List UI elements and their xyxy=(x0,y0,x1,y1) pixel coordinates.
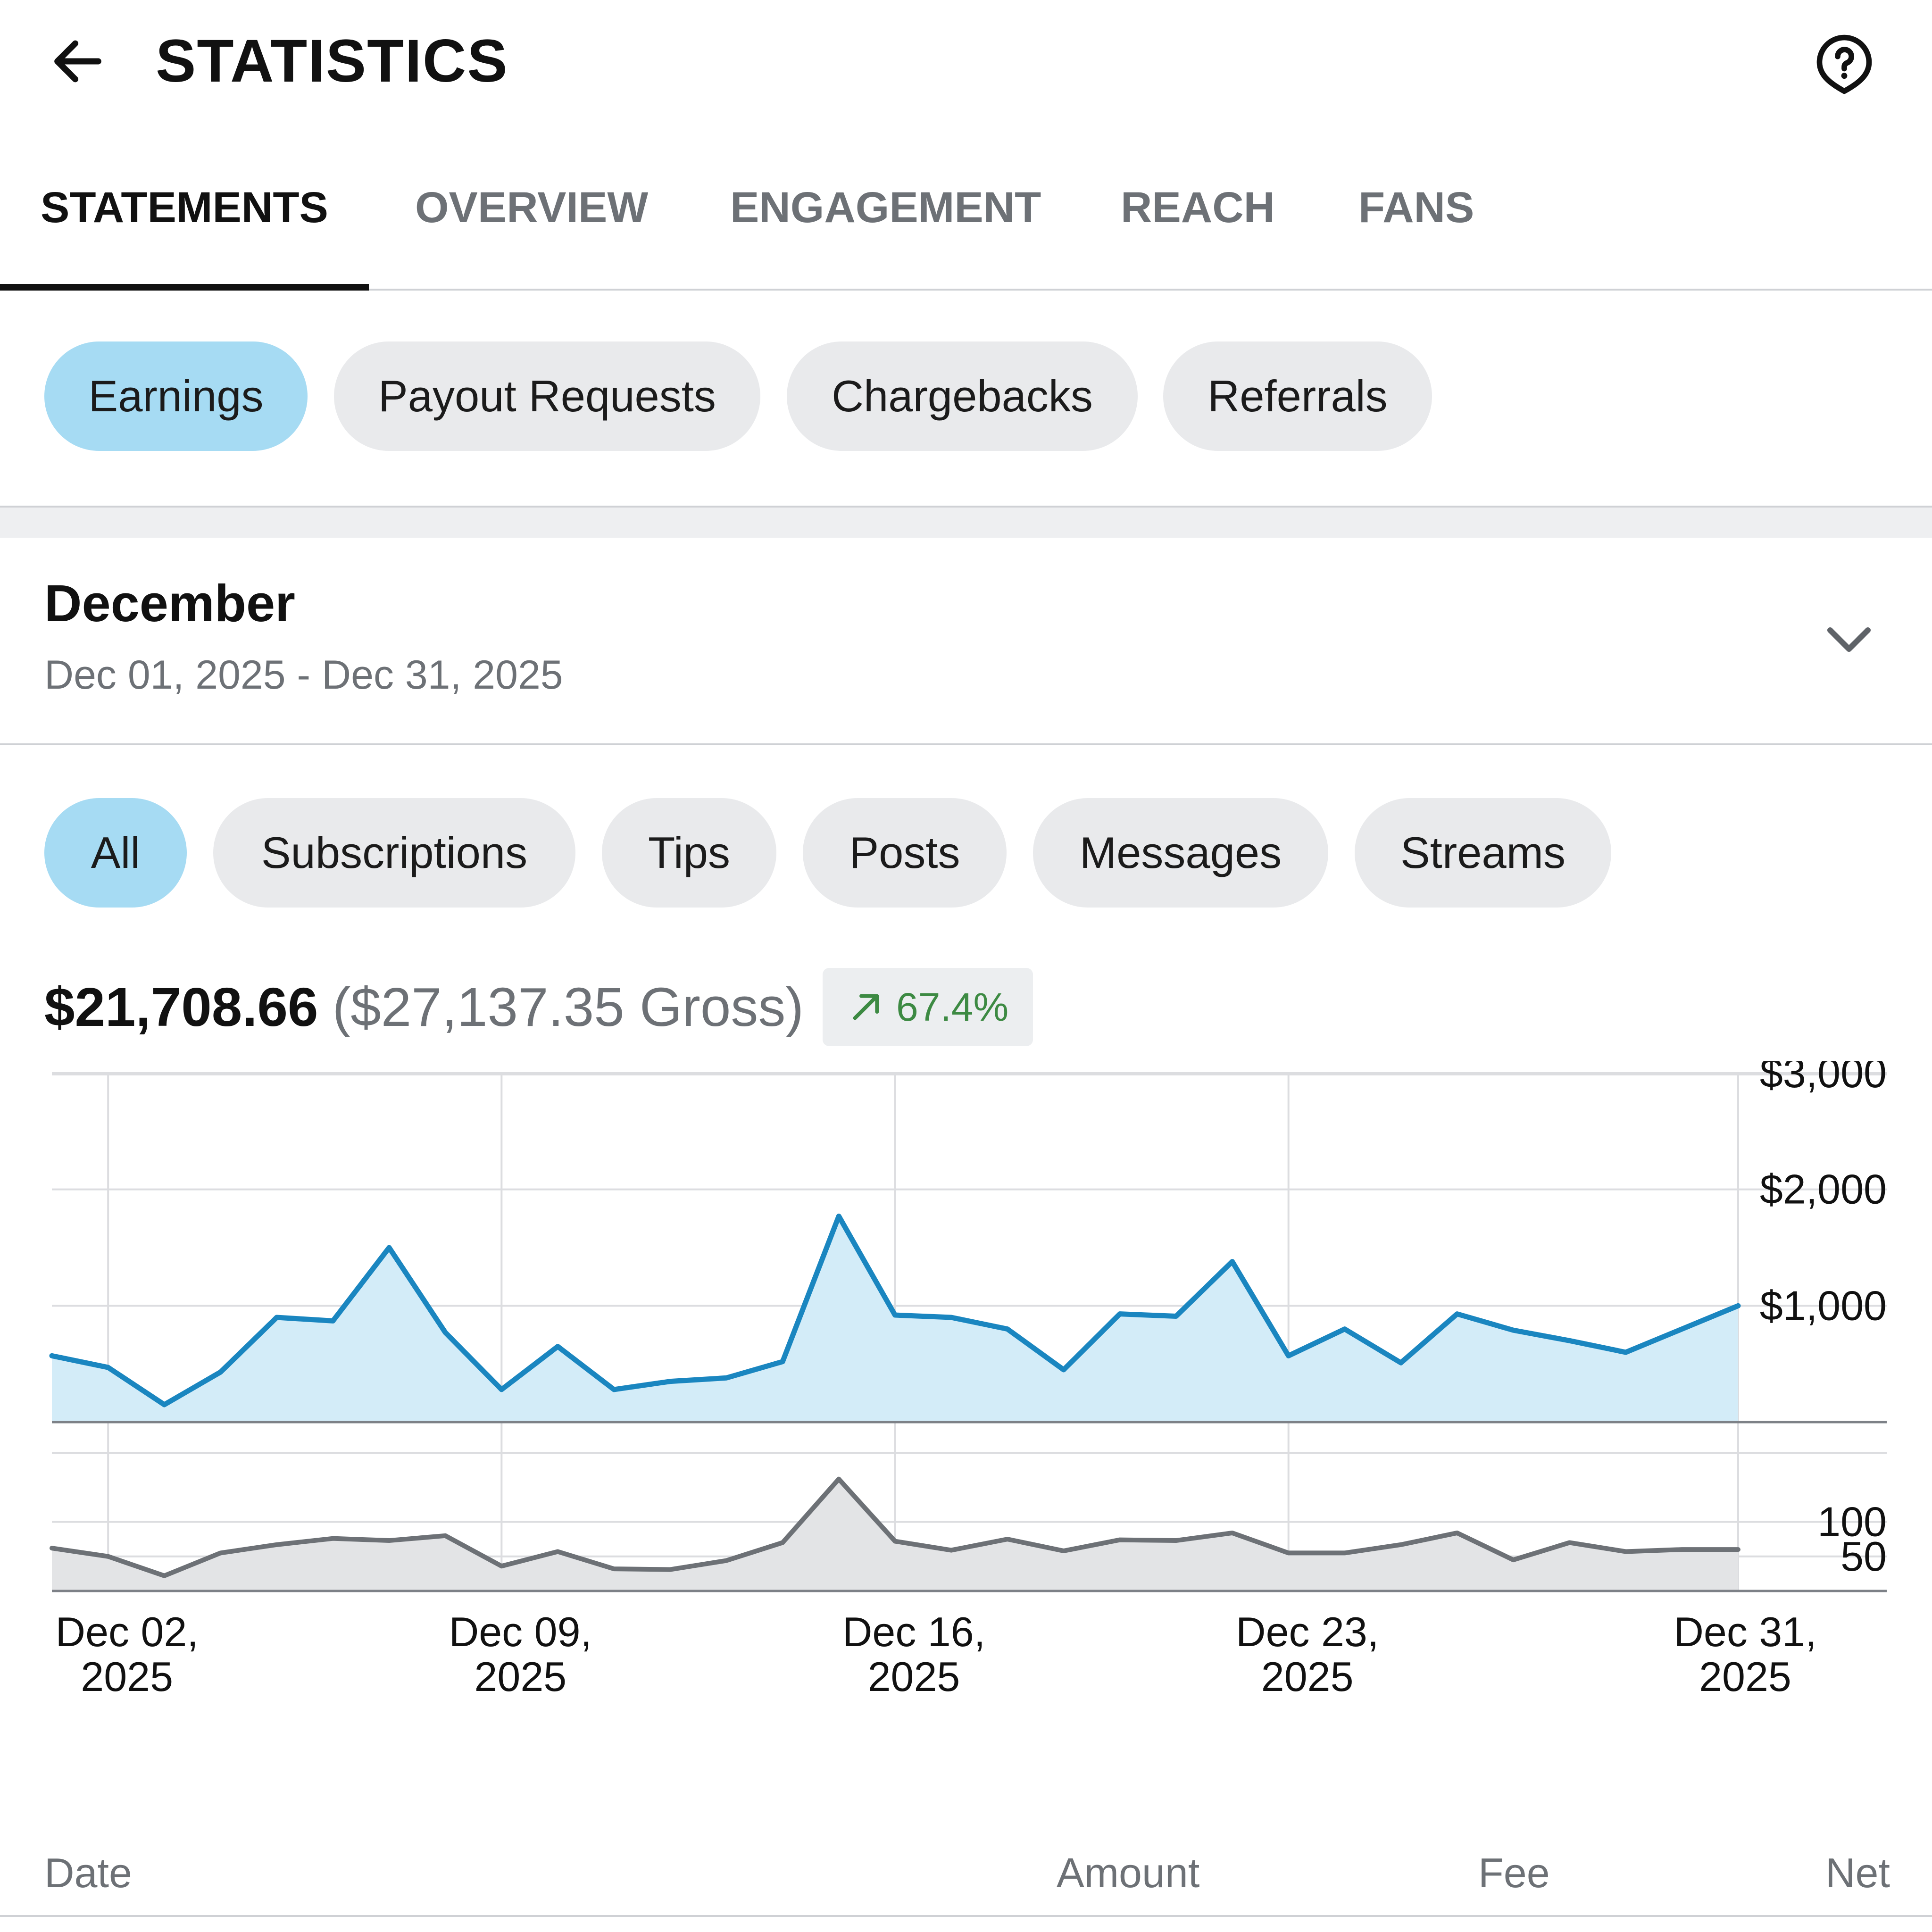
change-percent: 67.4% xyxy=(896,984,1009,1029)
tab-reach[interactable]: REACH xyxy=(1121,183,1275,232)
table-header: Date Amount Fee Net xyxy=(0,1811,1932,1917)
chip-referrals[interactable]: Referrals xyxy=(1163,341,1432,451)
trend-up-arrow-icon xyxy=(853,994,879,1020)
column-header-fee[interactable]: Fee xyxy=(1478,1849,1550,1896)
x-tick-label: Dec 02, xyxy=(56,1608,199,1655)
y-tick-label: $1,000 xyxy=(1760,1282,1887,1329)
y-tick-label: 50 xyxy=(1840,1533,1887,1580)
chip-messages[interactable]: Messages xyxy=(1033,798,1328,908)
chip-chargebacks[interactable]: Chargebacks xyxy=(787,341,1138,451)
x-tick-label-year: 2025 xyxy=(868,1653,960,1700)
period-date-range: Dec 01, 2025 - Dec 31, 2025 xyxy=(44,652,563,698)
x-tick-label-year: 2025 xyxy=(474,1653,566,1700)
y-tick-label: $2,000 xyxy=(1760,1166,1887,1213)
x-tick-label: Dec 23, xyxy=(1236,1608,1379,1655)
tab-overview[interactable]: OVERVIEW xyxy=(415,183,649,232)
period-selector[interactable]: December Dec 01, 2025 - Dec 31, 2025 xyxy=(0,536,1932,745)
page-title: STATISTICS xyxy=(156,27,508,95)
gross-total: ($27,137.35 Gross) xyxy=(332,976,804,1038)
x-tick-label-year: 2025 xyxy=(81,1653,173,1700)
y-tick-label: 100 xyxy=(1817,1499,1887,1545)
series-area-fill xyxy=(52,1216,1738,1422)
series-area-fill xyxy=(52,1479,1738,1591)
series-line xyxy=(50,1476,1740,1578)
column-header-amount[interactable]: Amount xyxy=(1057,1849,1200,1896)
chip-subscriptions[interactable]: Subscriptions xyxy=(213,798,575,908)
chip-posts[interactable]: Posts xyxy=(803,798,1007,908)
series-line xyxy=(49,1213,1741,1407)
earnings-summary: $21,708.66 ($27,137.35 Gross) 67.4% xyxy=(44,967,1033,1047)
x-tick-label-year: 2025 xyxy=(1261,1653,1354,1700)
x-tick-label: Dec 31, xyxy=(1674,1608,1816,1655)
tab-statements[interactable]: STATEMENTS xyxy=(41,183,328,232)
section-divider xyxy=(0,506,1932,538)
chip-tips[interactable]: Tips xyxy=(602,798,776,908)
column-header-date[interactable]: Date xyxy=(44,1849,132,1896)
x-tick-label-year: 2025 xyxy=(1699,1653,1791,1700)
chip-payout-requests[interactable]: Payout Requests xyxy=(334,341,760,451)
arrow-left-icon xyxy=(54,40,101,83)
help-button[interactable] xyxy=(1804,24,1884,104)
chip-all[interactable]: All xyxy=(44,798,187,908)
help-bubble-icon xyxy=(1816,34,1872,94)
back-button[interactable] xyxy=(38,21,118,101)
tab-bar: STATEMENTS OVERVIEW ENGAGEMENT REACH FAN… xyxy=(0,160,1932,291)
column-header-net[interactable]: Net xyxy=(1825,1849,1890,1896)
period-month: December xyxy=(44,575,295,633)
change-badge: 67.4% xyxy=(823,968,1033,1046)
x-tick-label: Dec 16, xyxy=(842,1608,985,1655)
chip-earnings[interactable]: Earnings xyxy=(44,341,308,451)
tab-fans[interactable]: FANS xyxy=(1358,183,1474,232)
x-tick-label: Dec 09, xyxy=(449,1608,592,1655)
chevron-down-icon xyxy=(1827,627,1871,652)
active-tab-indicator xyxy=(0,284,369,291)
tab-engagement[interactable]: ENGAGEMENT xyxy=(730,183,1041,232)
net-total: $21,708.66 xyxy=(44,976,318,1038)
chip-streams[interactable]: Streams xyxy=(1355,798,1611,908)
chart-series xyxy=(49,1213,1887,1592)
y-tick-label: $3,000 xyxy=(1760,1061,1887,1096)
